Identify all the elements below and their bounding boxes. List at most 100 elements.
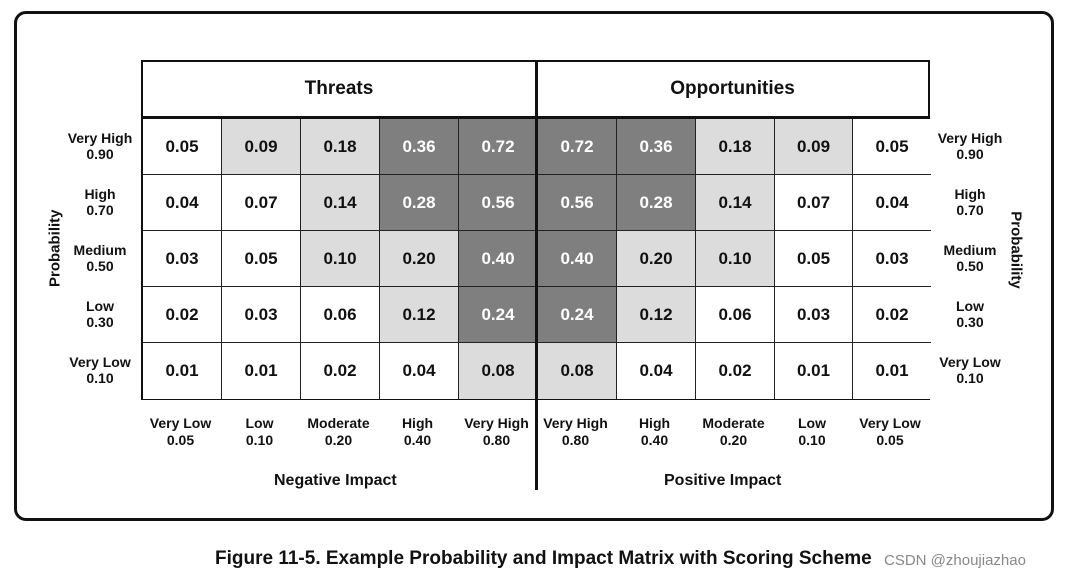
probability-label-right: Low 0.30 bbox=[930, 298, 1010, 330]
probability-label-right: Very High 0.90 bbox=[930, 130, 1010, 162]
watermark: CSDN @zhoujiazhao bbox=[884, 552, 1026, 569]
probability-label-left: Low 0.30 bbox=[60, 298, 140, 330]
matrix-cell: 0.06 bbox=[696, 287, 775, 343]
matrix-cell: 0.20 bbox=[380, 231, 459, 287]
probability-value: 0.30 bbox=[86, 314, 114, 330]
probability-level: Medium bbox=[73, 242, 127, 258]
matrix-cell: 0.01 bbox=[775, 343, 853, 399]
impact-value: 0.10 bbox=[798, 432, 826, 448]
threats-opportunities-divider bbox=[535, 60, 538, 490]
matrix-cell: 0.03 bbox=[853, 231, 931, 287]
figure-frame bbox=[14, 11, 1054, 521]
matrix-cell: 0.01 bbox=[143, 343, 222, 399]
negative-impact-label: Negative Impact bbox=[274, 472, 397, 489]
probability-level: Medium bbox=[943, 242, 997, 258]
matrix-cell: 0.02 bbox=[696, 343, 775, 399]
threats-header-label: Threats bbox=[304, 78, 374, 99]
probability-value: 0.50 bbox=[86, 258, 114, 274]
matrix-cell: 0.02 bbox=[301, 343, 380, 399]
matrix-cell: 0.08 bbox=[538, 343, 617, 399]
probability-label-left: Very High 0.90 bbox=[60, 130, 140, 162]
matrix-cell: 0.36 bbox=[380, 119, 459, 175]
matrix-cell: 0.02 bbox=[853, 287, 931, 343]
matrix-cell: 0.14 bbox=[301, 175, 380, 231]
positive-impact-label: Positive Impact bbox=[664, 472, 782, 489]
impact-value: 0.05 bbox=[166, 432, 195, 448]
matrix-cell: 0.03 bbox=[222, 287, 301, 343]
impact-value: 0.80 bbox=[482, 432, 511, 448]
matrix-cell: 0.07 bbox=[222, 175, 301, 231]
probability-level: High bbox=[84, 186, 116, 202]
impact-level: Very High bbox=[543, 415, 608, 431]
matrix-cell: 0.06 bbox=[301, 287, 380, 343]
matrix-cell: 0.08 bbox=[459, 343, 538, 399]
matrix-cell: 0.10 bbox=[301, 231, 380, 287]
impact-value: 0.40 bbox=[403, 432, 432, 448]
probability-axis-label-right: Probability bbox=[1007, 211, 1025, 289]
matrix-cell: 0.24 bbox=[538, 287, 617, 343]
matrix-cell: 0.36 bbox=[617, 119, 696, 175]
impact-column-label: Low 0.10 bbox=[221, 415, 299, 449]
matrix-cell: 0.72 bbox=[538, 119, 617, 175]
matrix-cell: 0.04 bbox=[143, 175, 222, 231]
impact-column-label: Moderate 0.20 bbox=[300, 415, 378, 449]
matrix-cell: 0.12 bbox=[617, 287, 696, 343]
matrix-cell: 0.04 bbox=[617, 343, 696, 399]
impact-value: 0.40 bbox=[640, 432, 669, 448]
probability-axis-label-left: Probability bbox=[46, 209, 64, 287]
probability-label-right: High 0.70 bbox=[930, 186, 1010, 218]
matrix-cell: 0.05 bbox=[853, 119, 931, 175]
probability-label-right: Very Low 0.10 bbox=[930, 354, 1010, 386]
probability-level: Low bbox=[956, 298, 984, 314]
matrix-cell: 0.72 bbox=[459, 119, 538, 175]
matrix-cell: 0.10 bbox=[696, 231, 775, 287]
matrix-cell: 0.28 bbox=[380, 175, 459, 231]
impact-column-label: Very High 0.80 bbox=[458, 415, 536, 449]
matrix-cell: 0.03 bbox=[143, 231, 222, 287]
matrix-cell: 0.03 bbox=[775, 287, 853, 343]
impact-column-label: Very High 0.80 bbox=[537, 415, 615, 449]
impact-level: Very High bbox=[464, 415, 529, 431]
matrix-cell: 0.12 bbox=[380, 287, 459, 343]
matrix-cell: 0.09 bbox=[775, 119, 853, 175]
matrix-cell: 0.14 bbox=[696, 175, 775, 231]
matrix-cell: 0.28 bbox=[617, 175, 696, 231]
matrix-cell: 0.01 bbox=[853, 343, 931, 399]
matrix-cell: 0.56 bbox=[459, 175, 538, 231]
matrix-cell: 0.07 bbox=[775, 175, 853, 231]
matrix-cell: 0.56 bbox=[538, 175, 617, 231]
probability-label-left: Medium 0.50 bbox=[60, 242, 140, 274]
matrix-cell: 0.40 bbox=[538, 231, 617, 287]
impact-column-label: High 0.40 bbox=[379, 415, 457, 449]
matrix-cell: 0.05 bbox=[222, 231, 301, 287]
probability-label-right: Medium 0.50 bbox=[930, 242, 1010, 274]
impact-value: 0.10 bbox=[245, 432, 274, 448]
probability-value: 0.50 bbox=[956, 258, 984, 274]
impact-level: High bbox=[401, 415, 434, 431]
impact-column-label: Low 0.10 bbox=[773, 415, 851, 449]
probability-impact-matrix: Threats Opportunities 0.05 0.09 0.18 0.36 0.… bbox=[141, 60, 931, 400]
impact-column-label: Moderate 0.20 bbox=[695, 415, 773, 449]
probability-label-left: High 0.70 bbox=[60, 186, 140, 218]
figure-caption-title: Figure 11-5. Example Probability and Imp… bbox=[215, 548, 872, 569]
probability-value: 0.70 bbox=[956, 202, 984, 218]
matrix-cell: 0.05 bbox=[143, 119, 222, 175]
probability-value: 0.90 bbox=[86, 146, 114, 162]
impact-level: Low bbox=[798, 415, 826, 431]
opportunities-header: Opportunities bbox=[535, 60, 930, 118]
matrix-cell: 0.04 bbox=[380, 343, 459, 399]
impact-column-label: Very Low 0.05 bbox=[851, 415, 929, 449]
impact-column-label: Very Low 0.05 bbox=[142, 415, 220, 449]
probability-level: Very High bbox=[937, 130, 1003, 146]
matrix-cell: 0.01 bbox=[222, 343, 301, 399]
matrix-cell: 0.24 bbox=[459, 287, 538, 343]
impact-value: 0.20 bbox=[324, 432, 353, 448]
opportunities-header-label: Opportunities bbox=[670, 78, 795, 99]
matrix-cell: 0.40 bbox=[459, 231, 538, 287]
impact-value: 0.05 bbox=[876, 432, 904, 448]
impact-value: 0.20 bbox=[719, 432, 748, 448]
matrix-cell: 0.20 bbox=[617, 231, 696, 287]
impact-level: Very Low bbox=[859, 415, 921, 431]
probability-level: Very Low bbox=[69, 354, 131, 370]
matrix-cell: 0.05 bbox=[775, 231, 853, 287]
